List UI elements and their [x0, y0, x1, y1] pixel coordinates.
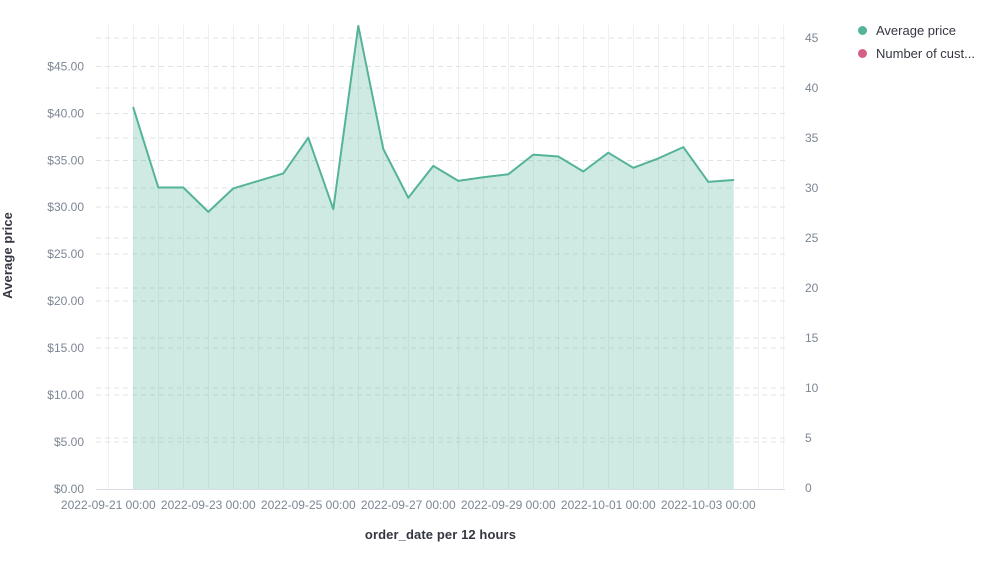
legend-item-label: Average price	[876, 22, 956, 38]
x-axis-title: order_date per 12 hours	[364, 527, 517, 542]
left-axis-tick-label: $30.00	[47, 200, 84, 214]
legend-item-average-price[interactable]: Average price	[858, 22, 975, 38]
left-axis-tick-label: $15.00	[47, 341, 84, 355]
right-axis-tick-label: 35	[805, 131, 819, 145]
left-axis-tick-label: $40.00	[47, 106, 84, 120]
right-axis-tick-label: 45	[805, 31, 819, 45]
left-axis-tick-label: $35.00	[47, 153, 84, 167]
series-color-dot-icon	[858, 25, 867, 35]
legend-item-label: Number of cust...	[876, 45, 975, 61]
x-axis-tick-label: 2022-09-25 00:00	[261, 498, 356, 512]
right-axis-tick-label: 20	[805, 281, 819, 295]
left-axis-tick-label: $25.00	[47, 247, 84, 261]
legend-item-number-of-customers[interactable]: Number of cust...	[858, 45, 975, 61]
left-axis-tick-label: $10.00	[47, 388, 84, 402]
x-axis-tick-label: 2022-09-27 00:00	[361, 498, 456, 512]
right-axis-tick-label: 10	[805, 381, 819, 395]
right-axis-tick-label: 25	[805, 231, 819, 245]
left-axis-tick-label: $45.00	[47, 59, 84, 73]
left-axis-tick-label: $5.00	[54, 435, 84, 449]
area-fill	[133, 25, 734, 490]
right-axis-tick-label: 15	[805, 331, 819, 345]
left-axis-title-text: Average price	[0, 211, 15, 299]
left-axis-tick-label: $20.00	[47, 294, 84, 308]
right-axis-tick-label: 0	[805, 481, 812, 495]
right-axis-tick-label: 40	[805, 81, 819, 95]
x-axis-tick-label: 2022-10-03 00:00	[661, 498, 756, 512]
right-axis-tick-label: 5	[805, 431, 812, 445]
legend: Average price Number of cust...	[858, 22, 975, 61]
left-axis-tick-label: $0.00	[54, 482, 84, 496]
x-axis-tick-label: 2022-09-21 00:00	[61, 498, 156, 512]
x-axis-tick-label: 2022-09-23 00:00	[161, 498, 256, 512]
x-axis-tick-label: 2022-10-01 00:00	[561, 498, 656, 512]
right-axis-tick-label: 30	[805, 181, 819, 195]
line-series	[132, 24, 735, 213]
series-color-dot-icon	[858, 48, 867, 58]
x-axis-tick-label: 2022-09-29 00:00	[461, 498, 556, 512]
